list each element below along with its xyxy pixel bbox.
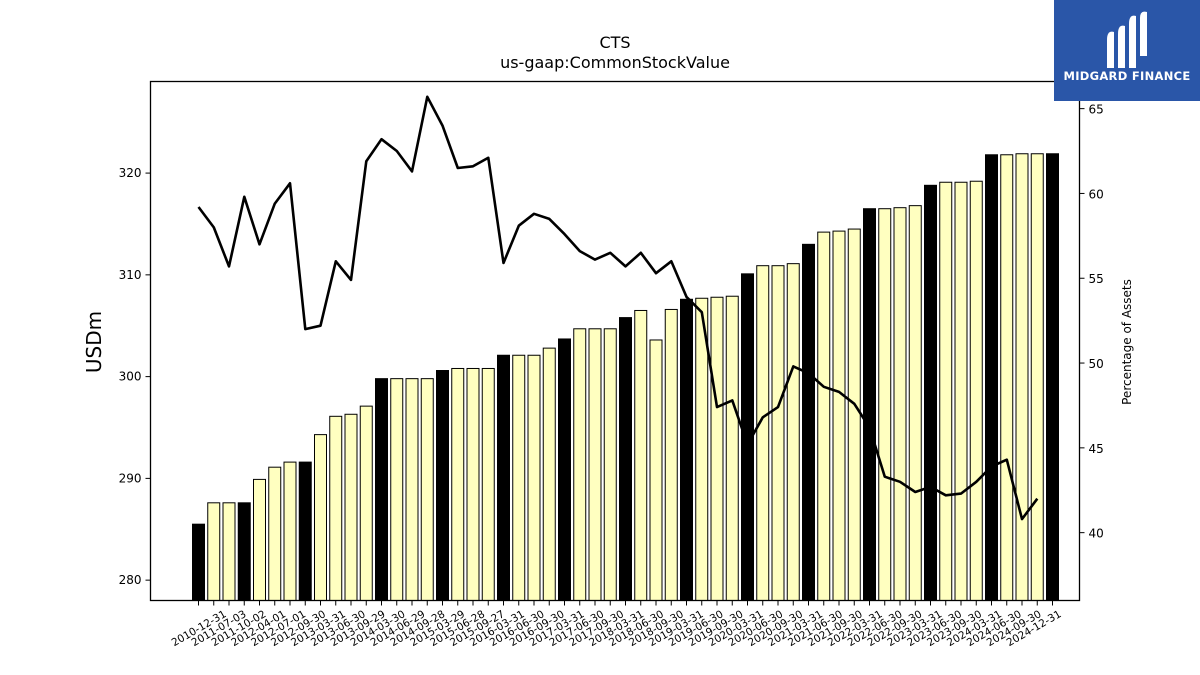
y-tick-label: 300 xyxy=(119,370,142,384)
bar xyxy=(969,180,983,602)
bar xyxy=(771,265,785,601)
y-axis-label: USDm xyxy=(82,311,106,373)
bar xyxy=(573,328,587,601)
bar xyxy=(268,466,282,601)
bar xyxy=(314,434,327,601)
bar xyxy=(237,502,251,601)
bar xyxy=(634,309,648,601)
bar xyxy=(939,181,953,601)
bar xyxy=(725,295,739,601)
bar xyxy=(619,317,632,601)
bar xyxy=(192,523,205,601)
bar xyxy=(588,328,602,601)
bar xyxy=(1030,153,1044,602)
bar xyxy=(497,354,510,602)
midgard-logo-icon xyxy=(1107,11,1147,68)
bar xyxy=(466,367,480,601)
bar xyxy=(878,208,892,602)
bar xyxy=(405,378,419,602)
bar xyxy=(1015,153,1029,602)
bar xyxy=(527,354,541,602)
bar xyxy=(481,367,495,601)
bar xyxy=(893,207,907,601)
y2-tick-label: 65 xyxy=(1089,103,1104,117)
plot-frame xyxy=(149,80,1081,602)
y2-tick-label: 60 xyxy=(1089,187,1104,201)
bar xyxy=(512,354,526,602)
bar xyxy=(375,378,388,602)
y2-tick-label: 55 xyxy=(1089,272,1104,286)
y-axis-right: 40 45 50 55 60 65 xyxy=(1079,103,1104,541)
bar xyxy=(253,478,266,601)
bar xyxy=(802,243,815,602)
bar xyxy=(985,154,998,601)
bar xyxy=(832,230,846,601)
y-tick-label: 280 xyxy=(119,573,142,587)
bar xyxy=(817,231,831,602)
y-tick-label: 290 xyxy=(119,471,142,485)
y2-tick-label: 50 xyxy=(1089,357,1104,371)
bar xyxy=(847,228,861,601)
bar xyxy=(1046,153,1059,602)
bar xyxy=(863,208,876,602)
line-series xyxy=(197,95,1039,521)
bar xyxy=(451,367,465,601)
bar xyxy=(1000,154,1014,601)
y-axis-left: 280 290 300 310 320 xyxy=(119,166,151,587)
y-tick-label: 320 xyxy=(119,166,142,180)
midgard-finance-logo: MIDGARD FINANCE xyxy=(1054,0,1200,101)
bar xyxy=(756,265,770,601)
bar xyxy=(390,378,404,602)
x-axis: 2010-12-312011-07-032011-10-022012-04-01… xyxy=(170,600,1064,649)
y2-tick-label: 45 xyxy=(1089,442,1104,456)
bar xyxy=(298,461,312,601)
line-path xyxy=(197,95,1039,521)
bar xyxy=(436,370,449,602)
bar xyxy=(710,296,724,601)
bar xyxy=(283,461,297,601)
bar xyxy=(359,405,373,602)
bar xyxy=(664,308,678,601)
bar xyxy=(603,328,617,601)
bar xyxy=(222,502,236,601)
bar-series xyxy=(192,153,1059,602)
bar xyxy=(786,263,800,601)
bar xyxy=(649,339,663,601)
chart-title: CTS xyxy=(599,33,630,52)
bar xyxy=(680,298,693,601)
bar xyxy=(344,413,358,602)
y-tick-label: 310 xyxy=(119,268,142,282)
y2-tick-label: 40 xyxy=(1089,527,1104,541)
bar xyxy=(924,184,937,602)
bar xyxy=(207,502,221,601)
bar xyxy=(908,205,922,601)
bar xyxy=(329,415,343,601)
bar xyxy=(954,181,968,601)
bar xyxy=(420,378,434,602)
chart-subtitle: us-gaap:CommonStockValue xyxy=(500,53,730,72)
bar xyxy=(542,347,556,601)
bar xyxy=(558,338,571,601)
y2-axis-label: Percentage of Assets xyxy=(1120,279,1134,405)
